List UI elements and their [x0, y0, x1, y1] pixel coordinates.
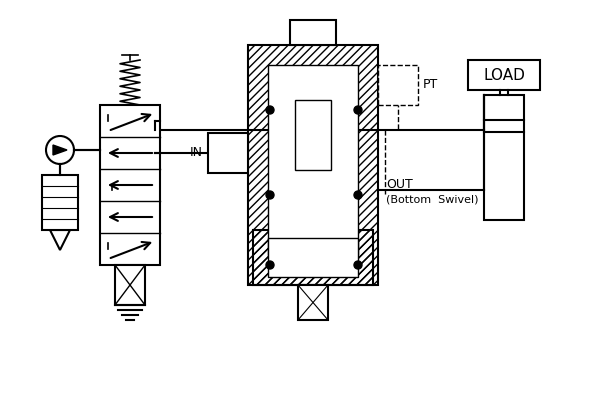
Bar — [115, 265, 145, 305]
Circle shape — [266, 191, 274, 199]
Text: OUT: OUT — [386, 178, 413, 192]
Bar — [253, 230, 373, 285]
Text: IN: IN — [190, 147, 203, 160]
Bar — [248, 45, 378, 285]
Polygon shape — [50, 230, 70, 250]
Polygon shape — [53, 145, 67, 155]
Bar — [295, 100, 331, 170]
Bar — [468, 60, 540, 90]
Bar — [268, 65, 358, 255]
Bar — [298, 285, 328, 320]
Text: LOAD: LOAD — [483, 68, 525, 82]
Circle shape — [354, 191, 362, 199]
Bar — [100, 105, 160, 265]
Bar — [42, 175, 78, 230]
Text: (Bottom  Swivel): (Bottom Swivel) — [386, 195, 479, 205]
Circle shape — [266, 261, 274, 269]
Bar — [208, 133, 248, 173]
Bar — [290, 20, 336, 45]
Bar — [378, 65, 418, 105]
Bar — [268, 238, 358, 277]
Circle shape — [354, 106, 362, 114]
Circle shape — [266, 106, 274, 114]
Circle shape — [354, 261, 362, 269]
Bar — [484, 95, 524, 220]
Text: PT: PT — [423, 79, 438, 92]
